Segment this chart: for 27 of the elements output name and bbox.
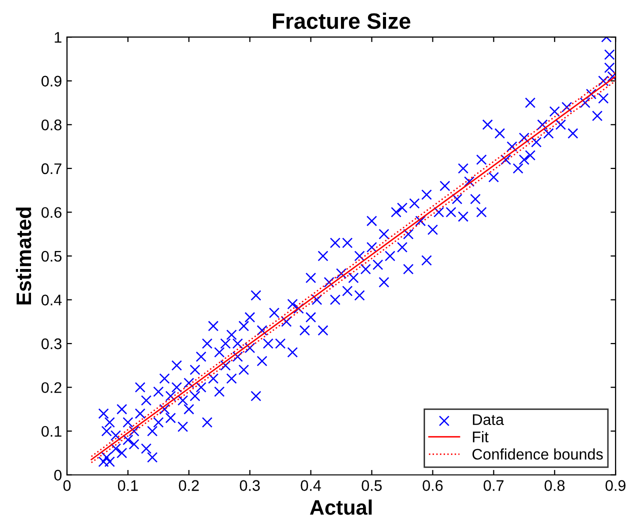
y-tick-label: 0.7 bbox=[41, 163, 62, 174]
y-tick-label: 0.9 bbox=[41, 76, 62, 87]
y-tick-label: 0.6 bbox=[41, 207, 62, 218]
x-tick-label: 0.8 bbox=[544, 480, 565, 491]
y-tick-label: 0.1 bbox=[41, 426, 62, 437]
y-tick-label: 0.8 bbox=[41, 120, 62, 130]
legend-label: Fit bbox=[472, 431, 489, 442]
x-tick-label: 0.4 bbox=[300, 480, 321, 491]
legend-label: Confidence bounds bbox=[472, 448, 603, 460]
y-tick-label: 0 bbox=[54, 470, 62, 481]
chart-title: Fracture Size bbox=[272, 12, 410, 29]
y-tick-label: 0.2 bbox=[41, 382, 62, 394]
y-tick-label: 0.5 bbox=[41, 250, 62, 262]
x-tick-label: 0.7 bbox=[484, 480, 504, 491]
x-tick-label: 0.5 bbox=[362, 480, 382, 491]
x-tick-label: 0.1 bbox=[118, 480, 138, 491]
y-tick-label: 1 bbox=[54, 32, 62, 43]
y-axis-title: Estimated bbox=[16, 208, 32, 304]
y-tick-label: 0.3 bbox=[41, 338, 62, 350]
x-tick-label: 0.9 bbox=[606, 480, 626, 491]
x-axis-title: Actual bbox=[310, 500, 372, 515]
x-tick-label: 0.6 bbox=[422, 480, 443, 491]
legend-label: Data bbox=[472, 414, 504, 426]
x-tick-label: 0.3 bbox=[240, 480, 260, 491]
x-tick-label: 0 bbox=[63, 480, 71, 491]
y-tick-label: 0.4 bbox=[41, 294, 62, 306]
x-tick-label: 0.2 bbox=[178, 480, 199, 491]
